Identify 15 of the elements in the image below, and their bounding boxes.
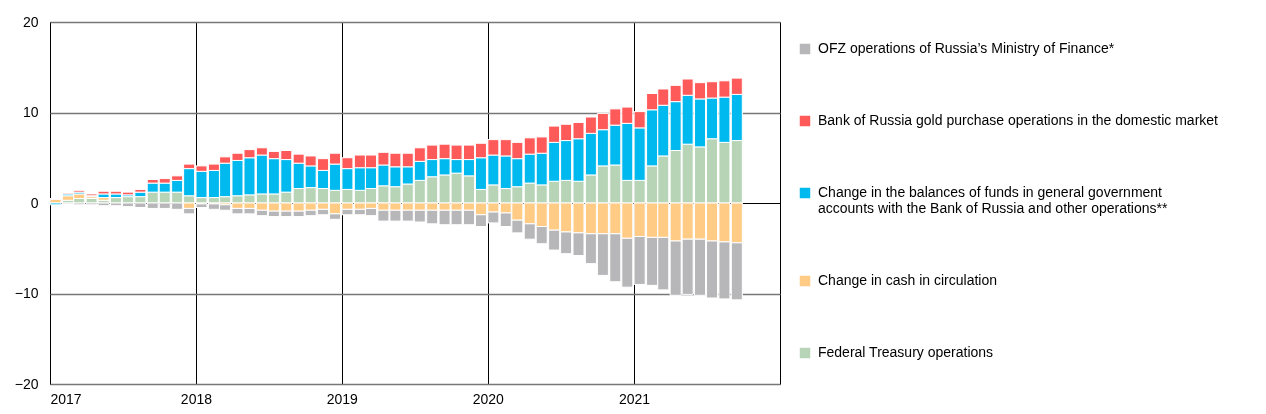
y-tick-label: −10	[14, 285, 39, 301]
legend-label: Change in cash in circulation	[818, 272, 997, 288]
legend-label: Federal Treasury operations	[818, 344, 994, 360]
legend-label: Bank of Russia gold purchase operations in the domestic market	[818, 112, 1219, 128]
x-tick-label: 2017	[50, 390, 82, 407]
legend-label: Change in the balances of funds in general government accounts with the Bank of Russia and other operations**	[818, 184, 1168, 216]
y-tick-label: 10	[22, 104, 39, 120]
x-tick-label: 2019	[326, 390, 359, 407]
y-tick-label: −20	[14, 375, 39, 392]
x-tick-label: 2020	[472, 390, 505, 407]
y-tick-label: 0	[30, 194, 39, 211]
x-tick-label: 2021	[619, 390, 651, 407]
y-tick-label: 20	[22, 13, 39, 30]
x-tick-label: 2018	[180, 390, 213, 407]
legend-label: OFZ operations of Russia’s Ministry of Finance*	[818, 40, 1115, 56]
